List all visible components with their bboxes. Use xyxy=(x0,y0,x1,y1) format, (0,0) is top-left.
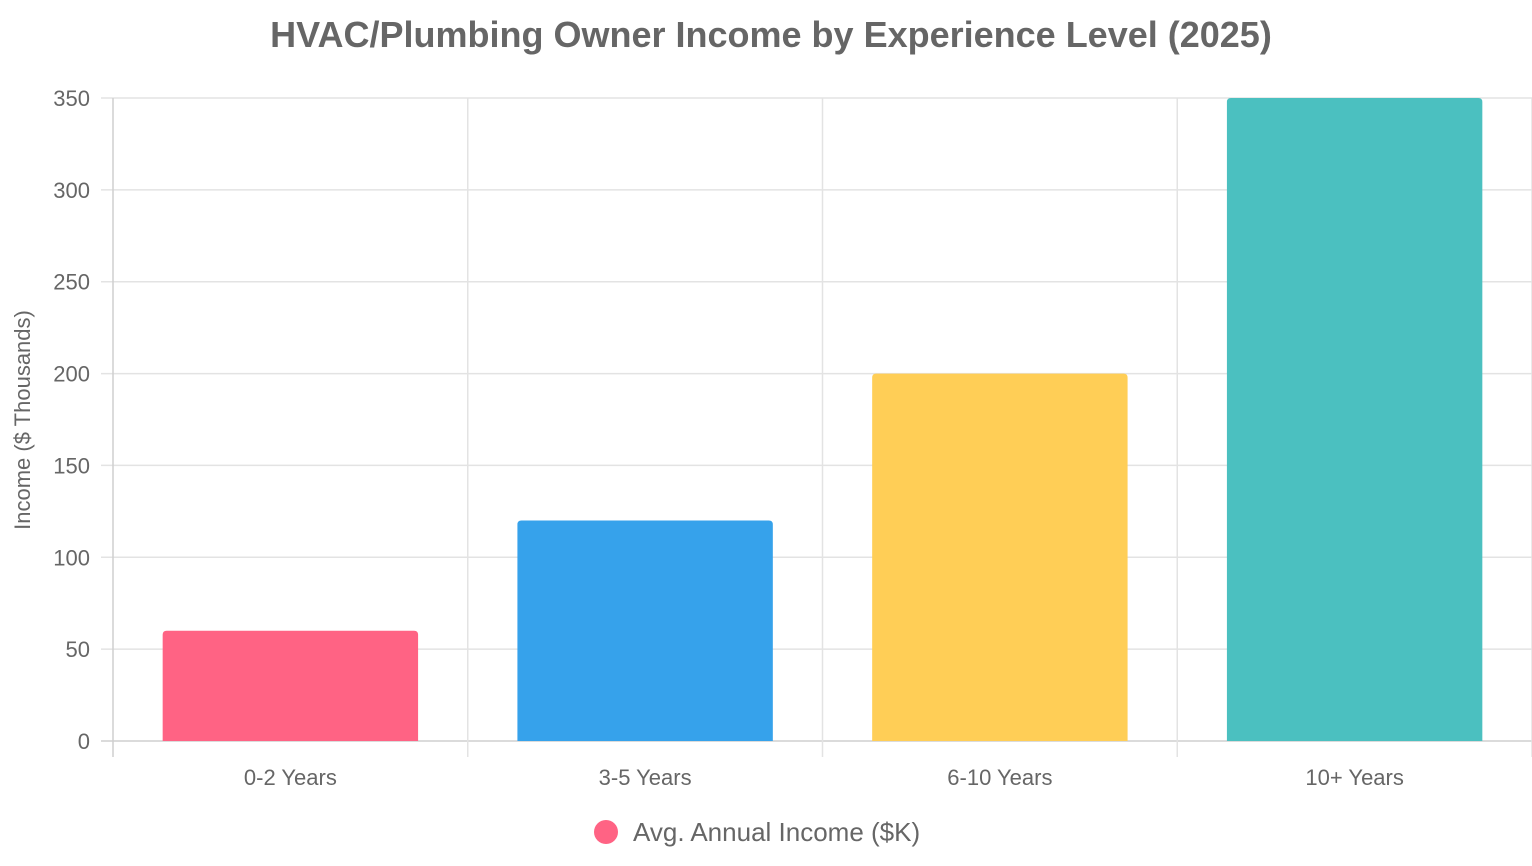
chart-title: HVAC/Plumbing Owner Income by Experience… xyxy=(270,14,1272,55)
legend-swatch xyxy=(594,820,618,844)
x-tick-label: 0-2 Years xyxy=(244,765,337,790)
y-tick-label: 200 xyxy=(53,362,90,387)
y-tick-label: 350 xyxy=(53,86,90,111)
legend[interactable]: Avg. Annual Income ($K) xyxy=(594,817,920,847)
bar[interactable] xyxy=(872,373,1128,741)
bar-layer xyxy=(162,98,1483,741)
x-tick-label: 6-10 Years xyxy=(947,765,1052,790)
bar[interactable] xyxy=(1226,98,1483,741)
legend-label: Avg. Annual Income ($K) xyxy=(633,817,920,847)
bar[interactable] xyxy=(162,630,419,741)
y-tick-label: 150 xyxy=(53,453,90,478)
bar[interactable] xyxy=(517,520,773,741)
y-tick-label: 300 xyxy=(53,178,90,203)
tick-layer: 0 50 100 150 200 250 300 350 0-2 Years 3-5 Years 6… xyxy=(53,86,1404,790)
y-tick-label: 250 xyxy=(53,270,90,295)
y-axis-title: Income ($ Thousands) xyxy=(10,310,35,530)
y-tick-label: 50 xyxy=(66,637,90,662)
x-tick-label: 10+ Years xyxy=(1305,765,1403,790)
y-tick-label: 0 xyxy=(78,729,90,754)
x-tick-label: 3-5 Years xyxy=(599,765,692,790)
y-tick-label: 100 xyxy=(53,545,90,570)
